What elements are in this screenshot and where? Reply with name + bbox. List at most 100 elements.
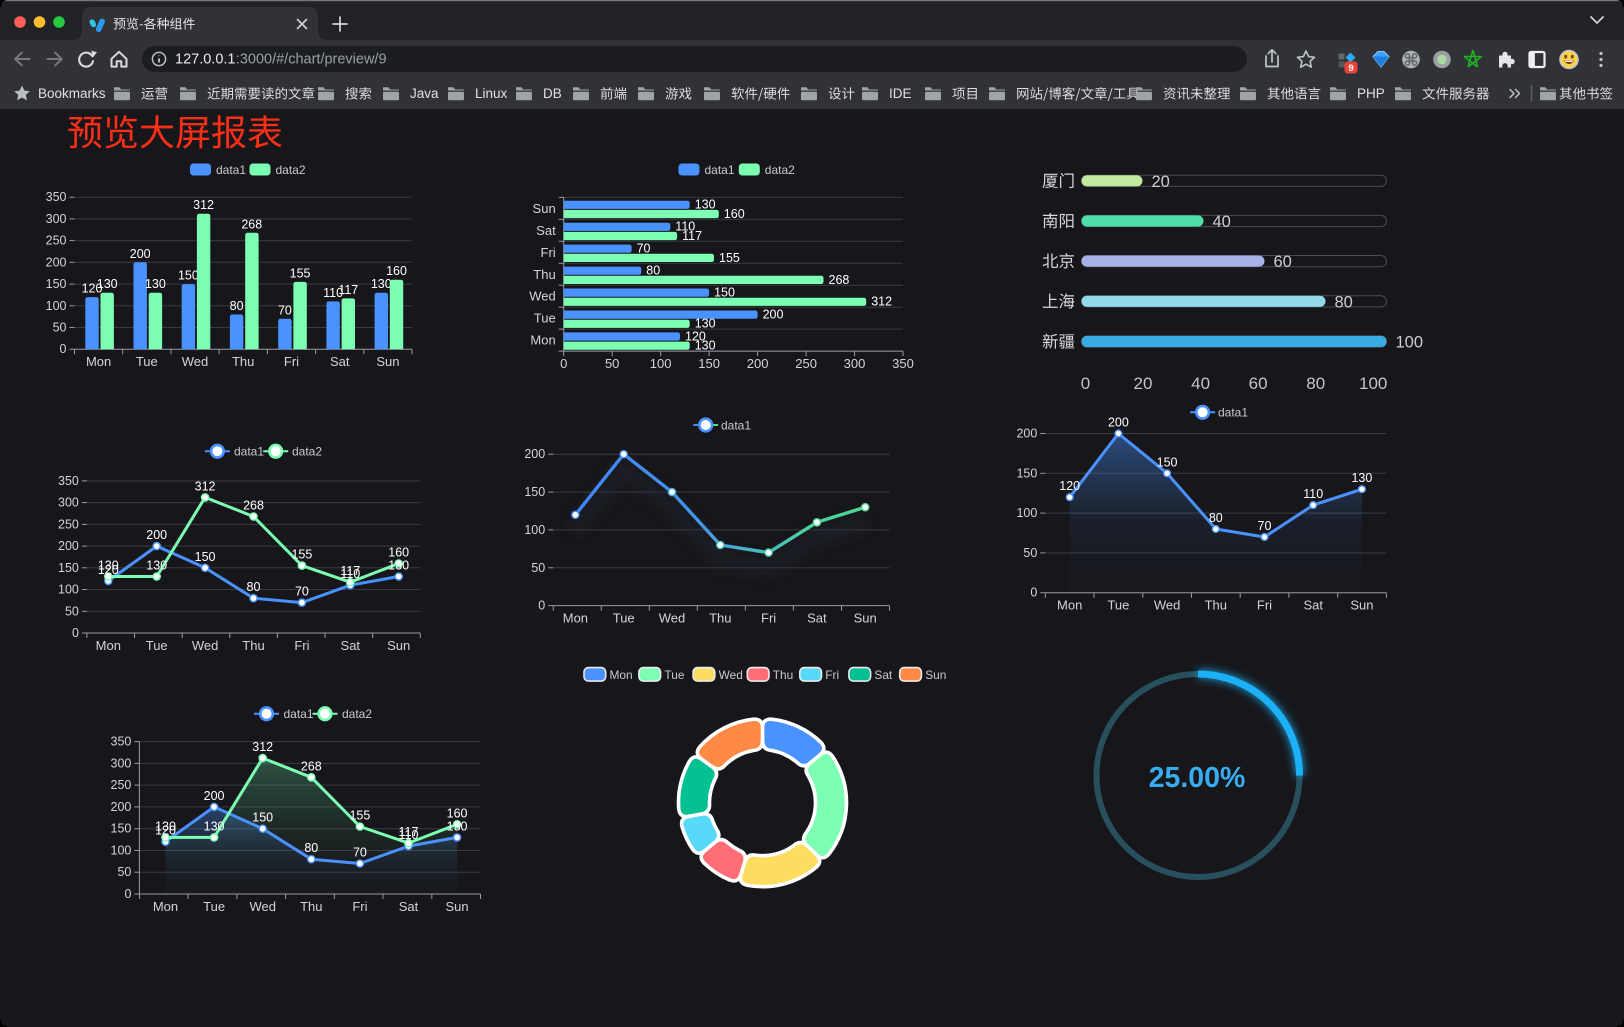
svg-text:Sun: Sun [387,638,410,653]
svg-text:110: 110 [399,828,419,842]
svg-text:Thu: Thu [533,267,555,282]
svg-text:Fri: Fri [284,354,299,369]
svg-text:data1: data1 [705,163,735,177]
svg-text:0: 0 [1081,374,1090,393]
svg-text:200: 200 [763,308,784,322]
svg-text:200: 200 [1016,427,1037,441]
svg-text:0: 0 [538,599,545,613]
svg-text:350: 350 [58,474,79,488]
svg-text:150: 150 [195,550,216,564]
svg-text:20: 20 [1134,374,1153,393]
svg-text:70: 70 [278,303,292,317]
svg-text:70: 70 [637,242,651,256]
svg-text:300: 300 [844,356,866,371]
svg-text:Sun: Sun [925,668,946,682]
svg-text:20: 20 [1152,173,1170,191]
svg-text:350: 350 [111,735,132,749]
svg-text:312: 312 [252,740,273,754]
svg-text:300: 300 [111,756,132,770]
svg-text:Thu: Thu [773,668,794,682]
svg-text:data1: data1 [721,418,751,432]
svg-text:100: 100 [1359,374,1387,393]
svg-text:130: 130 [145,277,166,291]
svg-text:50: 50 [117,865,131,879]
svg-text:data1: data1 [1218,406,1248,420]
svg-text:data2: data2 [292,445,322,459]
svg-text:Wed: Wed [249,899,276,914]
svg-text:50: 50 [605,356,619,371]
svg-text:50: 50 [65,604,79,618]
svg-text:Sat: Sat [536,223,556,238]
svg-text:data1: data1 [216,163,246,177]
svg-text:100: 100 [650,356,672,371]
svg-text:150: 150 [58,561,79,575]
svg-text:150: 150 [714,286,735,300]
svg-text:IDE: IDE [889,86,912,101]
svg-text:120: 120 [98,563,119,577]
svg-text:110: 110 [323,286,343,300]
svg-text:155: 155 [719,251,740,265]
svg-text:Fri: Fri [1257,598,1272,613]
svg-text:150: 150 [524,485,545,499]
svg-text:Sun: Sun [1350,598,1373,613]
svg-text:100: 100 [1016,506,1037,520]
svg-text:100: 100 [111,844,132,858]
svg-text:130: 130 [695,317,716,331]
svg-text:300: 300 [58,496,79,510]
svg-text:160: 160 [724,207,745,221]
svg-text:Sun: Sun [446,899,469,914]
svg-text:160: 160 [447,806,468,820]
svg-text:Tue: Tue [136,354,158,369]
svg-text:110: 110 [1303,487,1323,501]
svg-text:117: 117 [682,229,702,243]
svg-text:117: 117 [338,283,358,297]
svg-text:Sat: Sat [399,899,419,914]
svg-text:130: 130 [1351,471,1372,485]
svg-text:60: 60 [1249,374,1268,393]
svg-text:200: 200 [204,789,225,803]
svg-text:Wed: Wed [719,668,743,682]
svg-text:data2: data2 [765,163,795,177]
svg-text:Mon: Mon [96,638,121,653]
svg-text:Bookmarks: Bookmarks [38,86,106,101]
svg-text:250: 250 [111,778,132,792]
svg-text:130: 130 [98,559,119,573]
svg-text:Wed: Wed [182,354,209,369]
svg-text:80: 80 [230,299,244,313]
svg-text:70: 70 [353,846,367,860]
svg-text:Tue: Tue [1107,598,1129,613]
svg-text:Fri: Fri [541,245,556,260]
svg-text:120: 120 [685,329,706,343]
svg-text:200: 200 [747,356,769,371]
svg-text:117: 117 [340,564,360,578]
svg-text:Wed: Wed [192,638,219,653]
svg-text:Sun: Sun [854,611,877,626]
svg-text:100: 100 [1396,334,1424,352]
svg-text:Wed: Wed [529,289,556,304]
svg-text:350: 350 [46,190,67,204]
svg-text:PHP: PHP [1357,86,1385,101]
svg-text:350: 350 [892,356,914,371]
svg-text:Thu: Thu [232,354,254,369]
svg-text:40: 40 [1213,213,1231,231]
svg-text:200: 200 [130,247,151,261]
svg-text:DB: DB [543,86,562,101]
svg-text:Thu: Thu [1205,598,1227,613]
svg-text:268: 268 [301,759,322,773]
svg-text:127.0.0.1: 127.0.0.1 [175,52,235,68]
svg-text:Java: Java [410,86,439,101]
svg-text:Fri: Fri [761,611,776,626]
svg-text:100: 100 [46,299,67,313]
svg-text:110: 110 [675,220,695,234]
svg-text:312: 312 [195,479,216,493]
svg-text:Mon: Mon [86,354,111,369]
svg-text:data1: data1 [234,445,264,459]
svg-text:data2: data2 [276,163,306,177]
svg-text:70: 70 [295,585,309,599]
svg-text:200: 200 [46,255,67,269]
svg-text:50: 50 [531,561,545,575]
svg-text:150: 150 [252,811,273,825]
svg-text:0: 0 [60,342,67,356]
svg-text:Tue: Tue [203,899,225,914]
svg-text:80: 80 [646,264,660,278]
